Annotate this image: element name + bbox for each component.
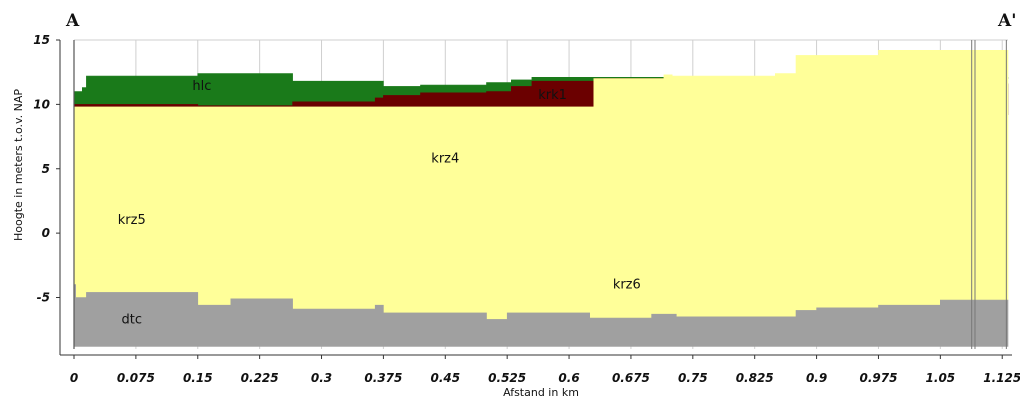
x-axis-title: Afstand in km [503,386,579,399]
y-tick-label: 10 [33,97,50,111]
axes: 15 10 5 0 -5 0 0.075 0.15 0.225 0.3 0.375 0.45 0.525… [33,33,1020,385]
layer-label-krk1: krk1 [538,88,567,103]
x-tick-label: 0.675 [612,371,650,385]
vertical-lines [73,40,1007,349]
layer-band-krz5 [73,194,1009,260]
x-tick-label: 0.225 [241,371,279,385]
y-tick-label: 0 [42,226,50,240]
layer-band-krz4 [73,50,1009,195]
x-tick-label: 0.075 [117,371,155,385]
y-axis-title: Hoogte in meters t.o.v. NAP [12,89,25,241]
x-tick-label: 0.15 [183,371,213,385]
section-marker-start: A [65,11,80,31]
layer-label-krz4: krz4 [431,151,459,166]
x-tick-label: 0.975 [859,371,897,385]
x-tick-label: 1.05 [926,371,956,385]
layer-label-dtc: dtc [122,312,143,327]
x-tick-label: 0.525 [488,371,526,385]
section-marker-end: A' [997,11,1016,31]
x-tick-label: 0.3 [311,371,332,385]
x-tick-label: 0.6 [558,371,579,385]
y-tick-label: -5 [37,291,50,305]
y-tick-label: 5 [42,162,50,176]
x-tick-label: 0.45 [430,371,460,385]
x-tick-label: 0.75 [678,371,708,385]
x-tick-label: 0.9 [806,371,827,385]
layer-labels: hlc krk1 krz4 krz5 krz6 dtc [118,79,641,327]
layer-band-dtc [73,284,1009,347]
layer-label-krz6: krz6 [613,277,641,292]
x-tick-label: 0.375 [364,371,402,385]
layers [73,50,1009,347]
x-tick-label: 0.825 [736,371,774,385]
x-tick-label: 0 [70,371,78,385]
y-tick-label: 15 [33,33,50,47]
layer-label-hlc: hlc [192,79,211,94]
layer-label-krz5: krz5 [118,213,146,228]
x-tick-label: 1.125 [983,371,1020,385]
